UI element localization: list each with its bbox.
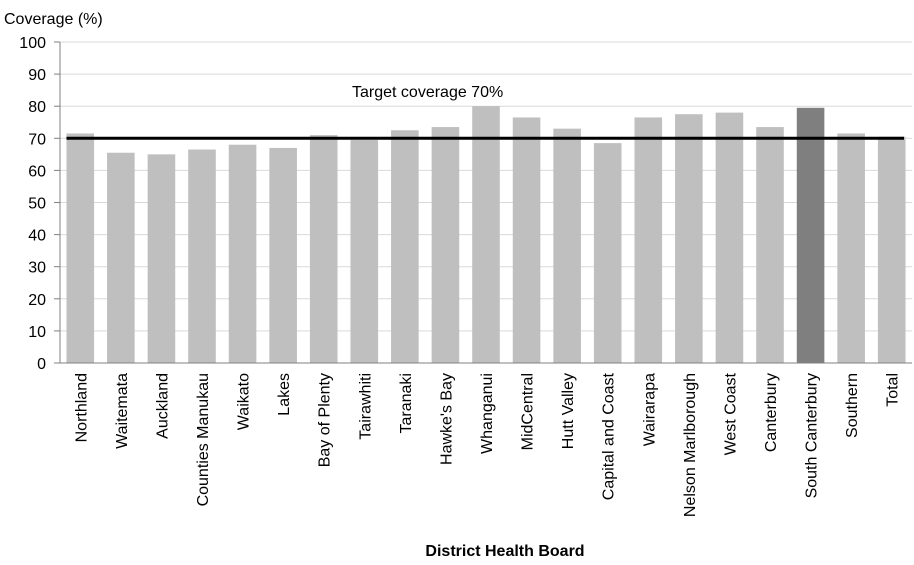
bar — [634, 117, 663, 363]
bar — [147, 154, 176, 363]
y-tick-label: 40 — [28, 228, 46, 245]
x-tick-label: Auckland — [154, 373, 171, 439]
y-tick-label: 90 — [28, 67, 46, 84]
bar — [796, 107, 825, 364]
x-tick-label: Tairawhiti — [357, 373, 374, 440]
bar — [391, 130, 419, 363]
target-label: Target coverage 70% — [352, 84, 503, 101]
x-tick-label: Whanganui — [479, 373, 496, 454]
x-tick-label: Canterbury — [763, 373, 780, 452]
bar — [715, 112, 744, 364]
bar — [228, 144, 257, 363]
y-tick-label: 0 — [37, 356, 46, 373]
bar — [593, 143, 622, 363]
y-tick-label: 100 — [19, 35, 46, 52]
x-tick-label: Total — [885, 373, 902, 407]
bars — [66, 106, 906, 364]
bar — [350, 139, 379, 363]
y-tick-label: 20 — [28, 292, 46, 309]
x-axis-title: District Health Board — [425, 543, 584, 560]
y-axis-title: Coverage (%) — [4, 11, 103, 28]
y-tick-label: 30 — [28, 260, 46, 277]
bar — [756, 127, 784, 363]
x-tick-label: Southern — [844, 373, 861, 438]
bar — [66, 133, 95, 363]
bar — [472, 106, 500, 363]
x-tick-label: Hawke's Bay — [438, 373, 455, 465]
x-tick-label: Counties Manukau — [195, 373, 212, 506]
x-tick-label: Lakes — [276, 373, 293, 416]
x-tick-label: Northland — [73, 373, 90, 442]
bar — [309, 135, 338, 363]
x-tick-label: Hutt Valley — [560, 373, 577, 449]
bar — [107, 152, 135, 363]
x-tick-label: South Canterbury — [804, 373, 821, 498]
x-tick-label: Taranaki — [398, 373, 415, 433]
y-tick-labels: 0 10 20 30 40 50 60 70 80 90 100 — [19, 35, 60, 373]
bar — [675, 114, 703, 363]
bar — [877, 136, 906, 363]
bar — [431, 127, 460, 363]
y-tick-label: 60 — [28, 163, 46, 180]
y-tick-label: 80 — [28, 99, 46, 116]
bar — [269, 147, 297, 363]
x-tick-label: West Coast — [722, 372, 739, 455]
x-tick-labels: Northland Waitemata Auckland Counties Manuk… — [73, 372, 901, 517]
bar — [512, 117, 541, 363]
x-tick-label: MidCentral — [520, 373, 537, 450]
y-tick-label: 70 — [28, 131, 46, 148]
x-tick-label: Nelson Marlborough — [682, 373, 699, 517]
y-tick-label: 10 — [28, 324, 46, 341]
bar — [188, 149, 216, 363]
x-tick-label: Waitemata — [114, 373, 131, 449]
x-tick-label: Wairarapa — [641, 373, 658, 446]
y-tick-label: 50 — [28, 196, 46, 213]
x-tick-label: Capital and Coast — [601, 372, 618, 500]
x-tick-label: Bay of Plenty — [317, 373, 334, 467]
bar — [837, 133, 865, 363]
x-tick-label: Waikato — [236, 373, 253, 430]
bar — [553, 128, 581, 363]
